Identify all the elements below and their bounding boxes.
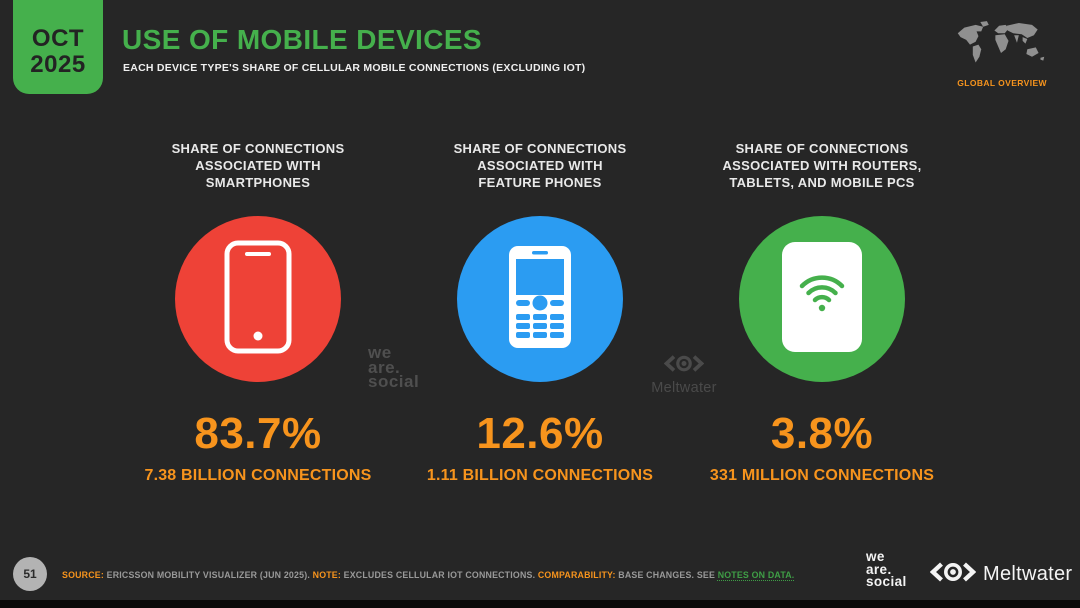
we-are-social-watermark: we are. social [368, 343, 420, 391]
smartphone-circle [175, 216, 341, 382]
router-tablet-icon [782, 241, 862, 357]
note-text: EXCLUDES CELLULAR IOT CONNECTIONS. [343, 570, 536, 580]
page-subtitle: EACH DEVICE TYPE'S SHARE OF CELLULAR MOB… [123, 62, 586, 74]
source-text: ERICSSON MOBILITY VISUALIZER (JUN 2025). [106, 570, 310, 580]
stat-column-routers-tablets: SHARE OF CONNECTIONS ASSOCIATED WITH ROU… [672, 140, 972, 485]
date-badge: OCT 2025 [13, 0, 103, 94]
meltwater-eye-icon [929, 561, 977, 588]
stat-detail: 7.38 BILLION CONNECTIONS [144, 467, 372, 484]
source-label: SOURCE: [62, 570, 104, 580]
meltwater-logo: Meltwater [929, 561, 1073, 588]
meltwater-watermark-label: Meltwater [651, 380, 717, 396]
stat-value: 83.7% [194, 409, 322, 458]
stat-label: SHARE OF CONNECTIONS ASSOCIATED WITH FEA… [453, 141, 627, 190]
world-map-icon [954, 20, 1048, 72]
meltwater-eye-icon [663, 355, 705, 377]
date-month: OCT [31, 25, 85, 52]
overview-label: GLOBAL OVERVIEW [957, 78, 1047, 88]
smartphone-icon [223, 239, 293, 360]
note-label: NOTE: [312, 570, 342, 580]
page-number-badge: 51 [13, 557, 47, 591]
stat-column-smartphones: SHARE OF CONNECTIONS ASSOCIATED WITH SMA… [108, 140, 408, 485]
page-title: USE OF MOBILE DEVICES [122, 24, 482, 55]
source-note: SOURCE: ERICSSON MOBILITY VISUALIZER (JU… [62, 570, 794, 580]
stat-detail: 1.11 BILLION CONNECTIONS [426, 467, 654, 484]
comparability-label: COMPARABILITY: [537, 570, 616, 580]
stat-label: SHARE OF CONNECTIONS ASSOCIATED WITH ROU… [722, 141, 922, 190]
stat-label: SHARE OF CONNECTIONS ASSOCIATED WITH SMA… [171, 141, 345, 190]
feature-phone-circle [457, 216, 623, 382]
comparability-text: BASE CHANGES. SEE [618, 570, 716, 580]
router-tablet-circle [739, 216, 905, 382]
stat-value: 3.8% [770, 409, 874, 458]
notes-on-data-link[interactable]: NOTES ON DATA. [717, 570, 795, 580]
feature-phone-icon [509, 245, 571, 353]
meltwater-watermark: Meltwater [640, 354, 728, 396]
stat-value: 12.6% [476, 409, 604, 458]
date-year: 2025 [30, 51, 86, 78]
stat-detail: 331 MILLION CONNECTIONS [709, 467, 935, 484]
bottom-bar [0, 600, 1080, 608]
stat-column-feature-phones: SHARE OF CONNECTIONS ASSOCIATED WITH FEA… [390, 140, 690, 485]
we-are-social-logo: we are. social [866, 549, 907, 589]
meltwater-logo-label: Meltwater [983, 563, 1073, 585]
